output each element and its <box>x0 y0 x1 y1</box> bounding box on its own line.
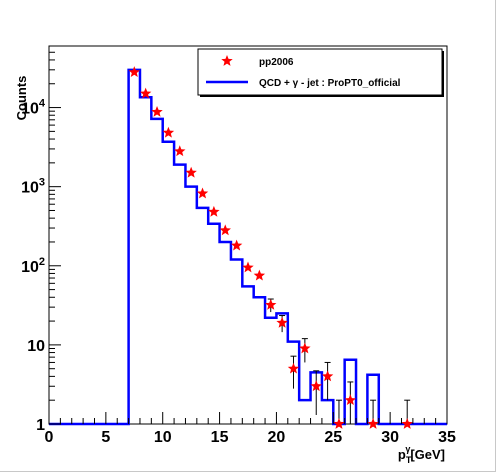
legend-box <box>197 48 443 96</box>
y-tick-label: 1 <box>36 417 45 434</box>
legend-label-mc: QCD + γ - jet : ProPT0_official <box>259 78 401 89</box>
data-point-star <box>265 298 277 310</box>
data-point-star <box>299 342 311 354</box>
y-tick-label: 104 <box>21 98 46 118</box>
data-point-star <box>333 418 345 429</box>
data-point-star <box>242 261 254 273</box>
x-tick-label: 35 <box>438 429 456 446</box>
x-tick-label: 5 <box>101 429 110 446</box>
plot-frame <box>48 45 448 425</box>
data-points-layer <box>128 66 413 429</box>
plot-frame-layer <box>48 45 448 425</box>
mc-histogram-layer <box>49 68 447 426</box>
x-tick-label: 15 <box>211 429 229 446</box>
data-point-star <box>208 205 220 217</box>
data-point-star <box>139 87 152 99</box>
y-tick-label: 10 <box>27 338 45 355</box>
data-point-star <box>162 126 175 138</box>
data-point-star <box>128 66 140 78</box>
mc-histogram-line <box>49 68 447 426</box>
data-point-star <box>151 105 163 117</box>
data-point-star <box>219 224 231 236</box>
data-point-star <box>321 370 334 382</box>
y-tick-label: 102 <box>21 256 45 276</box>
x-tick-label: 20 <box>268 429 286 446</box>
x-tick-label: 30 <box>381 429 399 446</box>
data-point-star <box>276 316 288 328</box>
data-point-star <box>230 239 243 251</box>
data-point-star <box>401 418 413 429</box>
x-axis-title: pTγ[GeV] <box>398 444 445 465</box>
data-point-star <box>310 380 322 392</box>
x-tick-label: 10 <box>154 429 172 446</box>
data-point-star <box>196 187 209 199</box>
x-tick-label: 0 <box>45 429 54 446</box>
data-point-star <box>253 269 266 281</box>
legend-star-marker <box>221 55 233 66</box>
y-tick-label: 103 <box>21 177 45 197</box>
legend-label-data: pp2006 <box>259 57 294 68</box>
data-point-star <box>344 394 357 406</box>
x-tick-label: 25 <box>324 429 342 446</box>
data-point-star <box>287 362 300 374</box>
data-point-star <box>185 166 197 178</box>
y-axis-title: Counts <box>14 76 29 121</box>
data-point-star <box>174 145 186 157</box>
legend: pp2006 QCD + γ - jet : ProPT0_official <box>197 48 444 97</box>
data-point-star <box>367 418 379 429</box>
